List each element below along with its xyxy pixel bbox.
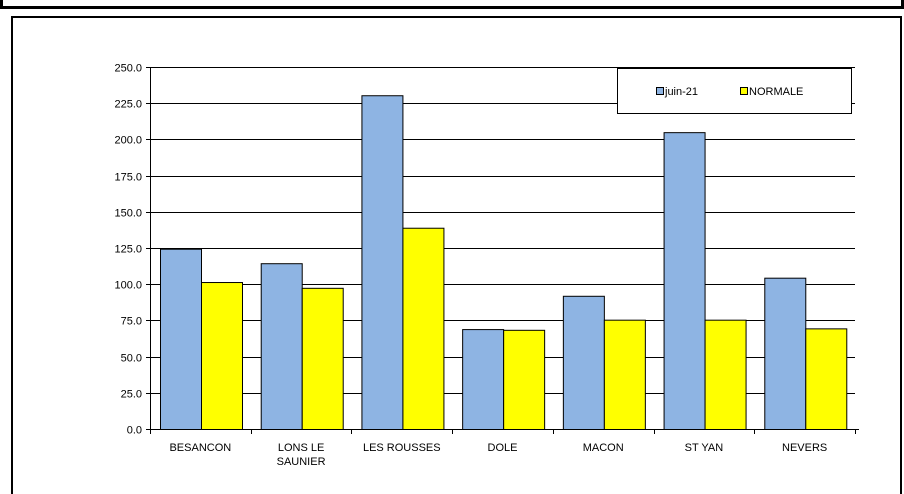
x-tick-label: BESANCON <box>169 442 231 454</box>
y-tick-label: 175.0 <box>114 172 142 184</box>
bar <box>160 248 202 430</box>
bar <box>260 263 303 431</box>
bar <box>201 282 243 431</box>
bar <box>301 287 344 430</box>
legend-swatch <box>740 87 748 95</box>
x-tick-label: MACON <box>583 442 624 454</box>
legend-label: NORMALE <box>749 86 803 98</box>
y-tick-label: 125.0 <box>114 244 142 256</box>
bar <box>764 277 807 430</box>
legend-swatch <box>656 87 664 95</box>
bar <box>704 319 747 430</box>
x-tick-label: LES ROUSSES <box>363 442 441 454</box>
y-tick-label: 225.0 <box>114 99 142 111</box>
y-tick-label: 250.0 <box>114 63 142 75</box>
bar <box>805 328 848 431</box>
axis-labels: 0.0 25.0 50.0 75.0 100.0 125.0 150.0 175.0 200.0… <box>114 63 827 469</box>
legend-label: juin-21 <box>664 86 698 98</box>
bars <box>160 95 848 431</box>
x-tick-label: NEVERS <box>782 442 827 454</box>
y-tick-label: 25.0 <box>121 389 142 401</box>
x-tick-label: DOLE <box>488 442 518 454</box>
y-tick-label: 0.0 <box>127 425 142 437</box>
y-tick-label: 200.0 <box>114 135 142 147</box>
bar <box>402 227 445 430</box>
bar <box>663 132 706 430</box>
frame-bottom-edge <box>0 6 904 9</box>
x-tick-label: SAUNIER <box>277 456 326 468</box>
frame-right-edge <box>901 0 904 8</box>
legend-box <box>617 68 852 114</box>
bar <box>562 295 605 430</box>
bar <box>503 329 546 431</box>
y-tick-label: 150.0 <box>114 208 142 220</box>
x-tick-label: ST YAN <box>685 442 724 454</box>
top-window-frame <box>0 0 904 10</box>
y-tick-label: 75.0 <box>121 316 142 328</box>
bar <box>361 95 404 431</box>
frame-left-edge <box>0 0 3 8</box>
bar <box>462 329 505 431</box>
y-tick-label: 50.0 <box>121 353 142 365</box>
x-tick-label: LONS LE <box>278 442 324 454</box>
y-tick-label: 100.0 <box>114 280 142 292</box>
legend: juin-21 NORMALE <box>617 68 852 114</box>
bar <box>603 319 646 430</box>
axes <box>146 67 859 434</box>
